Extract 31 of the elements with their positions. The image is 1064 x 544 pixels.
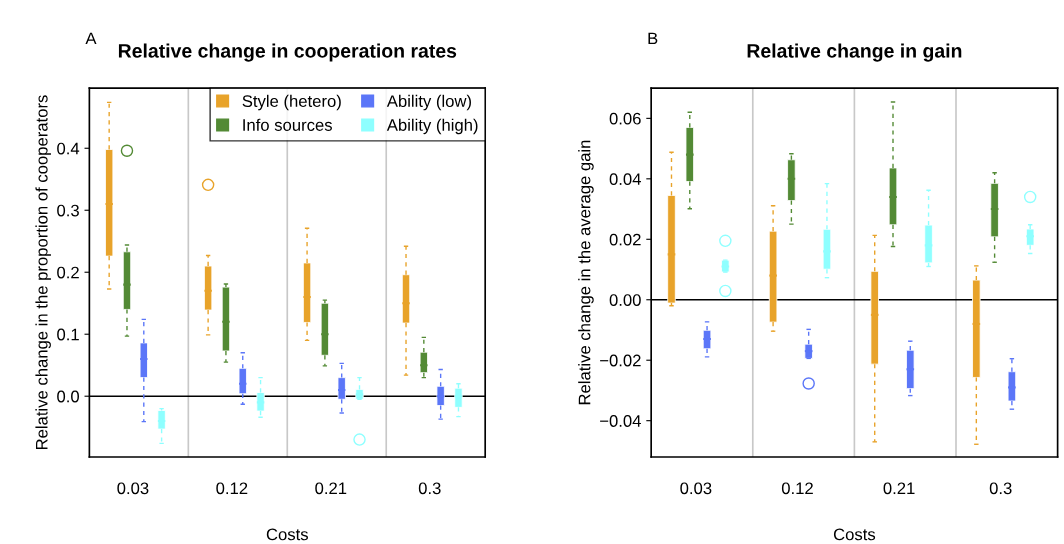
x-axis-title: Costs: [833, 528, 876, 541]
y-tick-label: 0.02: [609, 233, 641, 246]
text: A: [85, 32, 97, 45]
x-tick-label: 0.03: [117, 482, 149, 495]
legend-label: Style (hetero): [242, 94, 341, 111]
text: B: [648, 32, 658, 45]
x-tick-label: 0.21: [315, 482, 347, 495]
x-tick-label: 0.3: [989, 482, 1012, 495]
y-axis-title: Relative change in the proportion of cooperators: [35, 95, 51, 450]
x-axis-title: Costs: [266, 528, 308, 541]
y-tick-label: −0.02: [600, 354, 641, 367]
y-tick-label: 0.2: [57, 266, 79, 279]
y-tick-label: 0.0: [57, 390, 79, 403]
y-tick-label: 0.00: [609, 294, 641, 306]
x-tick-label: 0.12: [216, 482, 248, 495]
y-tick-label: 0.4: [57, 142, 80, 155]
y-tick-label: −0.04: [600, 415, 641, 427]
chart-title: Relative change in gain: [747, 43, 962, 62]
y-tick-label: 0.3: [57, 204, 79, 217]
y-tick-label: 0.04: [609, 173, 641, 186]
x-tick-label: 0.21: [883, 482, 915, 495]
x-tick-label: 0.03: [680, 482, 712, 495]
x-tick-label: 0.3: [418, 482, 441, 495]
chart-title: Relative change in cooperation rates: [118, 43, 457, 62]
legend-label: Info sources: [243, 118, 332, 131]
y-tick-label: 0.1: [57, 328, 79, 341]
legend-label: Ability (low): [386, 94, 471, 111]
legend-label: Ability (high): [386, 118, 478, 135]
y-axis-title: Relative change in the average gain: [578, 140, 594, 405]
y-tick-label: 0.06: [609, 112, 641, 125]
x-tick-label: 0.12: [781, 482, 813, 495]
